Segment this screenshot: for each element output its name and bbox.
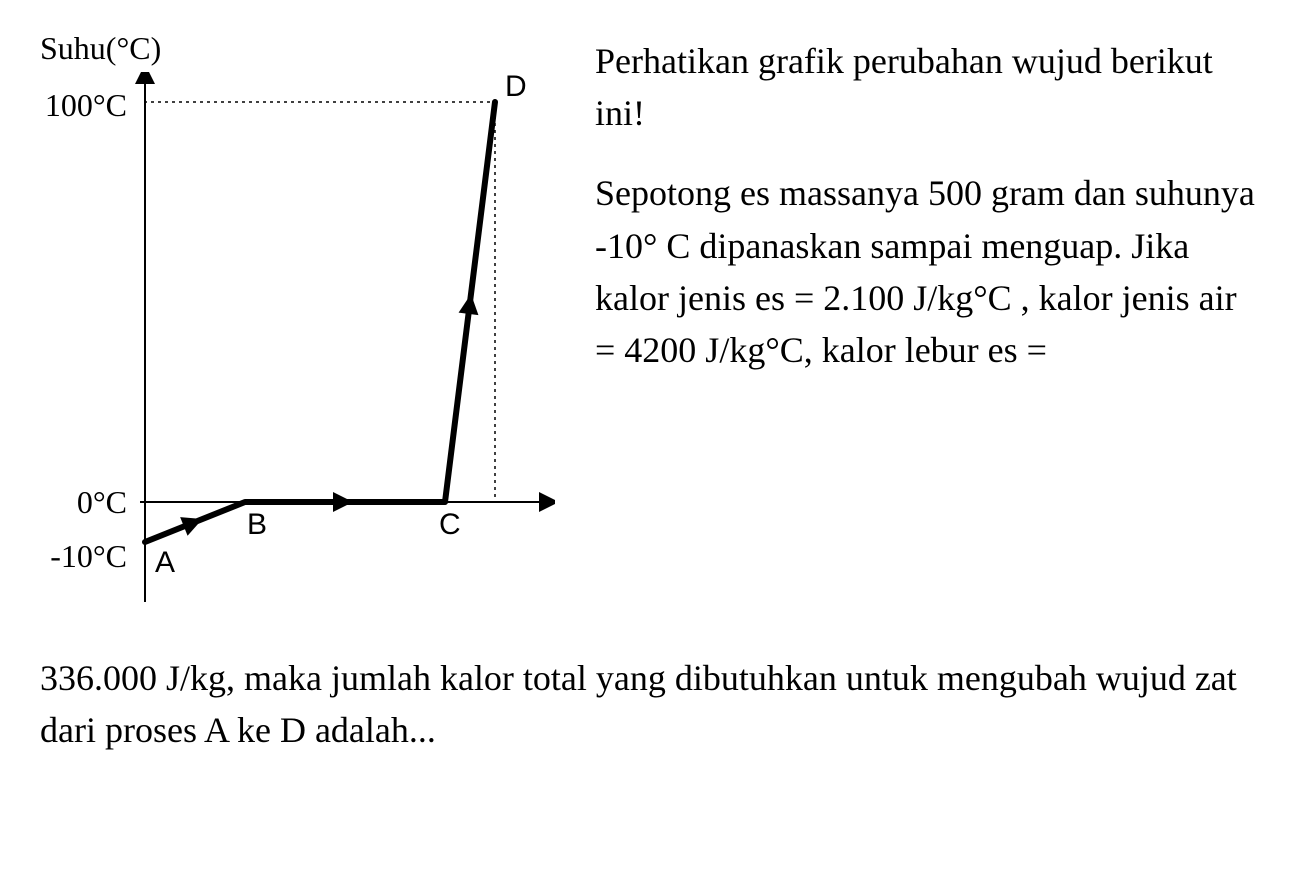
phase-change-chart: A B C D (135, 72, 555, 632)
y-tick-neg10: -10°C (50, 538, 127, 575)
text-column: Perhatikan grafik perubahan wujud beriku… (595, 30, 1260, 632)
paragraph-problem-right: Sepotong es massanya 500 gram dan suhuny… (595, 167, 1260, 376)
paragraph-problem-bottom: 336.000 J/kg, maka jumlah kalor total ya… (0, 652, 1300, 786)
svg-text:B: B (247, 508, 267, 541)
svg-text:D: D (505, 72, 527, 103)
y-axis-labels: 100°C 0°C -10°C (40, 72, 135, 622)
paragraph-intro: Perhatikan grafik perubahan wujud beriku… (595, 35, 1260, 139)
svg-text:C: C (439, 508, 461, 541)
svg-text:A: A (155, 546, 175, 579)
y-tick-100: 100°C (45, 87, 127, 124)
chart-column: Suhu(°C) 100°C 0°C -10°C A B C D (40, 30, 560, 632)
chart-svg-wrapper: A B C D (135, 72, 555, 632)
y-axis-title: Suhu(°C) (40, 30, 560, 67)
y-tick-0: 0°C (77, 484, 127, 521)
